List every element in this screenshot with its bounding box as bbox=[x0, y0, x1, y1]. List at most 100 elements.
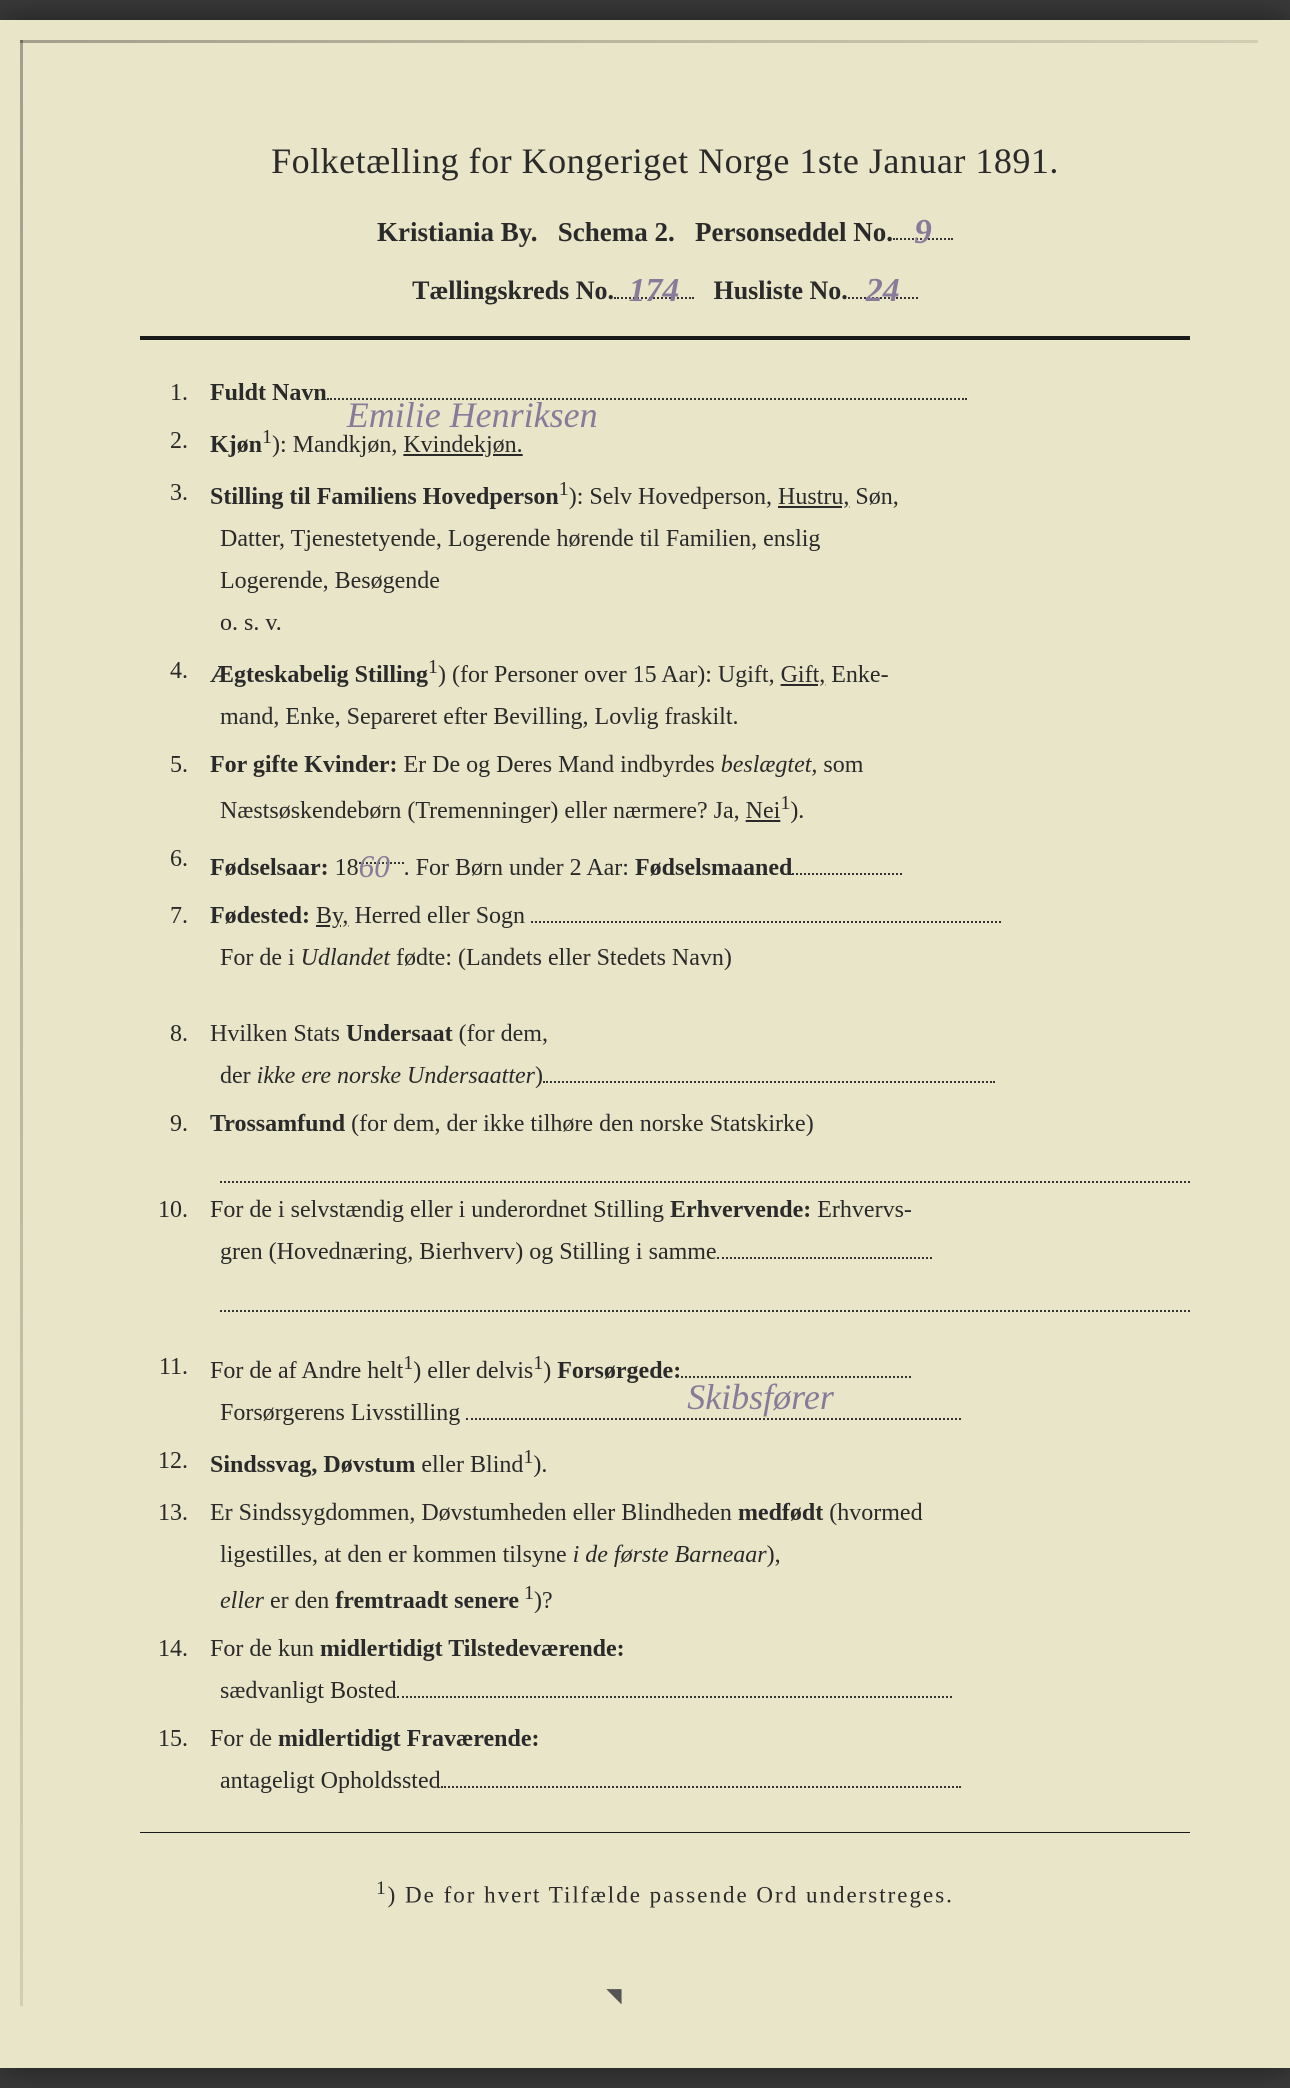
birthplace-cont-1b: fødte: (Landets eller Stedets Navn) bbox=[390, 945, 732, 971]
dependents-value: Skibsfører bbox=[687, 1366, 834, 1429]
dependents-bold: Forsørgede: bbox=[557, 1358, 681, 1384]
religion-field bbox=[220, 1145, 1190, 1183]
footnote-ref: 1 bbox=[523, 1446, 533, 1468]
item-4-maritalstatus: Ægteskabelig Stilling1) (for Personer ov… bbox=[140, 650, 1190, 738]
birthyear-prefix: 18 bbox=[329, 855, 359, 881]
divider-bold bbox=[140, 336, 1190, 340]
footnote-ref: 1 bbox=[519, 1582, 534, 1604]
occupation-cont: gren (Hovednæring, Bierhverv) og Stillin… bbox=[210, 1231, 1190, 1273]
item-1-fullname: Fuldt NavnEmilie Henriksen bbox=[140, 372, 1190, 414]
occupation-field-2 bbox=[220, 1273, 1190, 1311]
citizenship-cont-1a: der bbox=[220, 1063, 257, 1089]
birthplace-selected: By, bbox=[316, 903, 348, 929]
item-13-disability-onset: Er Sindssygdommen, Døvstumheden eller Bl… bbox=[140, 1492, 1190, 1622]
onset-cont-1: ligestilles, at den er kommen tilsyne i … bbox=[210, 1534, 1190, 1576]
onset-cont-2: eller er den fremtraadt senere 1)? bbox=[210, 1576, 1190, 1622]
citizenship-field bbox=[543, 1081, 995, 1083]
onset-cont-2b: er den bbox=[264, 1588, 335, 1614]
citizenship-text-1: Hvilken Stats bbox=[210, 1021, 346, 1047]
citizenship-cont-1b: ) bbox=[535, 1063, 543, 1089]
birthplace-text-1: Herred eller Sogn bbox=[348, 903, 525, 929]
footnote-ref: 1 bbox=[780, 792, 790, 814]
birthmonth-field bbox=[792, 873, 902, 875]
personseddel-no-value: 9 bbox=[914, 212, 932, 251]
occupation-cont-1: gren (Hovednæring, Bierhverv) og Stillin… bbox=[220, 1239, 717, 1265]
religion-text: (for dem, der ikke tilhøre den norske St… bbox=[345, 1111, 814, 1137]
taellingskreds-no-field: 174 bbox=[614, 270, 694, 299]
occupation-text-2: Erhvervs- bbox=[811, 1197, 912, 1223]
divider-thin bbox=[140, 1832, 1190, 1833]
item-11-dependents: For de af Andre helt1) eller delvis1) Fo… bbox=[140, 1346, 1190, 1434]
item-8-citizenship: Hvilken Stats Undersaat (for dem, der ik… bbox=[140, 1013, 1190, 1097]
occupation-text-1: For de i selvstændig eller i underordnet… bbox=[210, 1197, 670, 1223]
onset-cont-1a: ligestilles, at den er kommen tilsyne bbox=[220, 1542, 573, 1568]
form-subtitle-2: Tællingskreds No.174 Husliste No.24 bbox=[140, 270, 1190, 306]
footnote: 1) De for hvert Tilfælde passende Ord un… bbox=[140, 1878, 1190, 1909]
marital-text-1: ) (for Personer over 15 Aar): Ugift, bbox=[438, 662, 781, 688]
item-9-religion: Trossamfund (for dem, der ikke tilhøre d… bbox=[140, 1103, 1190, 1183]
birthplace-cont-1a: For de i bbox=[220, 945, 301, 971]
item-5-marriedwomen: For gifte Kvinder: Er De og Deres Mand i… bbox=[140, 744, 1190, 832]
marriedwomen-label: For gifte Kvinder: bbox=[210, 752, 398, 778]
fullname-field: Emilie Henriksen bbox=[327, 398, 967, 400]
item-7-birthplace: Fødested: By, Herred eller Sogn For de i… bbox=[140, 895, 1190, 1007]
relation-cont-2: Logerende, Besøgende bbox=[210, 560, 1190, 602]
footnote-ref: 1 bbox=[403, 1352, 413, 1374]
schema-label: Schema 2. bbox=[558, 217, 675, 247]
onset-italic: i de første Barneaar bbox=[573, 1542, 767, 1568]
item-10-occupation: For de i selvstændig eller i underordnet… bbox=[140, 1189, 1190, 1339]
sex-option-male: ): Mandkjøn, bbox=[272, 432, 403, 458]
birthplace-field bbox=[531, 921, 1001, 923]
disability-text-1: eller Blind bbox=[415, 1452, 523, 1478]
tempabsent-cont-1: antageligt Opholdssted bbox=[220, 1768, 441, 1794]
sex-label: Kjøn bbox=[210, 432, 262, 458]
footnote-ref: 1 bbox=[559, 478, 569, 500]
tempabsent-text-1: For de bbox=[210, 1726, 278, 1752]
birthmonth-label: Fødselsmaaned bbox=[635, 855, 792, 881]
occupation-field-1 bbox=[717, 1257, 932, 1259]
marriedwomen-text-1: Er De og Deres Mand indbyrdes bbox=[398, 752, 721, 778]
tempabsent-field bbox=[441, 1786, 961, 1788]
onset-cont-1b: ), bbox=[767, 1542, 781, 1568]
birthyear-label: Fødselsaar: bbox=[210, 855, 329, 881]
taellingskreds-no-value: 174 bbox=[629, 272, 680, 309]
fullname-label: Fuldt Navn bbox=[210, 380, 327, 406]
onset-text-2: (hvormed bbox=[823, 1500, 922, 1526]
onset-bold-2: fremtraadt senere bbox=[335, 1588, 519, 1614]
marriedwomen-cont-1b: ). bbox=[790, 798, 804, 824]
spacer bbox=[210, 979, 1190, 1007]
sex-option-female-selected: Kvindekjøn. bbox=[403, 432, 522, 458]
marital-label: Ægteskabelig Stilling bbox=[210, 662, 428, 688]
footnote-ref: 1 bbox=[533, 1352, 543, 1374]
dependents-cont-1: Forsørgerens Livsstilling bbox=[220, 1400, 460, 1426]
dependents-text-1: For de af Andre helt bbox=[210, 1358, 403, 1384]
temppresent-cont-1: sædvanligt Bosted bbox=[220, 1678, 397, 1704]
relation-text-2: Søn, bbox=[849, 484, 898, 510]
onset-bold-1: medfødt bbox=[738, 1500, 823, 1526]
marriedwomen-cont-1a: Næstsøskendebørn (Tremenninger) eller næ… bbox=[220, 798, 746, 824]
item-6-birthyear: Fødselsaar: 1860. For Børn under 2 Aar: … bbox=[140, 838, 1190, 889]
disability-text-2: ). bbox=[533, 1452, 547, 1478]
citizenship-text-2: (for dem, bbox=[453, 1021, 548, 1047]
occupation-bold: Erhvervende: bbox=[670, 1197, 811, 1223]
footnote-ref: 1 bbox=[428, 656, 438, 678]
item-14-temp-present: For de kun midlertidigt Tilstedeværende:… bbox=[140, 1628, 1190, 1712]
item-12-disability: Sindssvag, Døvstum eller Blind1). bbox=[140, 1440, 1190, 1486]
marriedwomen-text-2: som bbox=[817, 752, 863, 778]
footnote-text: ) De for hvert Tilfælde passende Ord und… bbox=[388, 1882, 954, 1907]
birthyear-value: 60 bbox=[359, 849, 390, 884]
relation-label: Stilling til Familiens Hovedperson bbox=[210, 484, 559, 510]
relation-cont-1: Datter, Tjenestetyende, Logerende hørend… bbox=[210, 518, 1190, 560]
footnote-sup: 1 bbox=[376, 1878, 388, 1899]
birthplace-label: Fødested: bbox=[210, 903, 310, 929]
birthyear-field: 60 bbox=[359, 838, 404, 864]
birthplace-cont: For de i Udlandet fødte: (Landets eller … bbox=[210, 937, 1190, 979]
birthyear-text-2: . For Børn under 2 Aar: bbox=[404, 855, 635, 881]
birthplace-italic: Udlandet bbox=[301, 945, 390, 971]
husliste-label: Husliste No. bbox=[713, 276, 847, 305]
tempabsent-bold: midlertidigt Fraværende: bbox=[278, 1726, 540, 1752]
temppresent-text-1: For de kun bbox=[210, 1636, 320, 1662]
marriedwomen-italic-1: beslægtet, bbox=[721, 752, 818, 778]
temppresent-cont: sædvanligt Bosted bbox=[210, 1670, 1190, 1712]
onset-cont-2c: )? bbox=[534, 1588, 553, 1614]
